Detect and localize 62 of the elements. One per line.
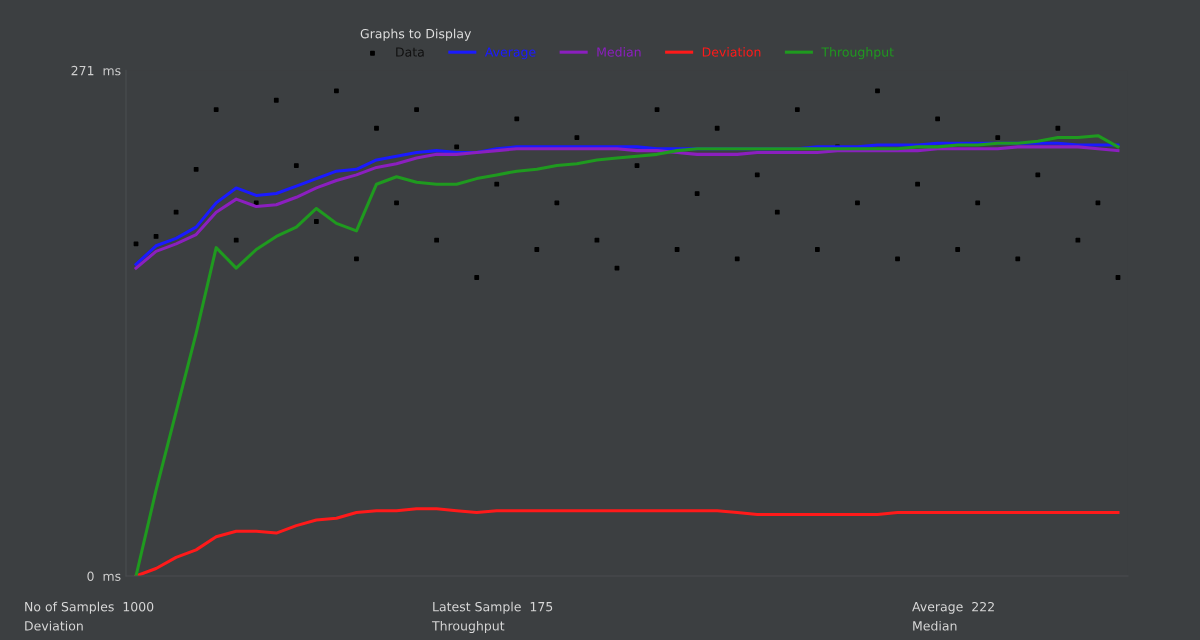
point — [634, 163, 640, 168]
point — [273, 97, 279, 103]
point — [614, 265, 620, 271]
point — [173, 209, 179, 215]
point — [374, 125, 379, 131]
point — [855, 200, 860, 206]
text: Average 222 — [912, 601, 994, 614]
point — [313, 219, 319, 224]
point — [494, 181, 500, 187]
point — [594, 237, 600, 243]
point — [554, 200, 560, 206]
point — [574, 135, 580, 140]
point — [794, 107, 800, 112]
legend-label: Median — [597, 47, 641, 57]
point — [534, 247, 540, 252]
point — [293, 163, 299, 168]
point — [514, 116, 520, 122]
point — [774, 209, 780, 215]
point — [814, 247, 820, 252]
point — [253, 200, 259, 206]
point — [193, 166, 199, 172]
point — [955, 247, 961, 252]
point — [875, 88, 880, 94]
point — [474, 275, 480, 280]
y-tick-label: 0 ms — [87, 571, 121, 581]
point — [1035, 172, 1041, 178]
text: No of Samples 1000 — [25, 601, 154, 614]
point — [654, 107, 660, 112]
point — [354, 256, 359, 262]
text: Throughput — [431, 620, 505, 633]
legend-label: Throughput — [821, 47, 894, 60]
text: Median — [913, 620, 957, 631]
legend-label: Average — [484, 47, 536, 60]
legend-title: Graphs to Display — [360, 28, 472, 41]
line-series — [134, 134, 1120, 576]
text: Latest Sample 175 — [433, 601, 553, 614]
point — [1095, 200, 1101, 206]
point — [734, 256, 740, 262]
point — [915, 181, 920, 187]
point — [1115, 275, 1121, 280]
point — [434, 237, 440, 243]
legend-label: Deviation — [702, 47, 761, 57]
point — [153, 234, 159, 239]
point — [754, 172, 760, 178]
point — [674, 247, 680, 252]
point — [233, 237, 239, 243]
text: Deviation — [25, 620, 83, 631]
point — [454, 144, 460, 150]
point — [213, 107, 219, 112]
point — [895, 256, 900, 262]
point — [1015, 256, 1021, 262]
point — [975, 200, 981, 206]
point — [414, 107, 419, 112]
point — [334, 88, 339, 94]
point — [1055, 125, 1061, 131]
point — [394, 200, 399, 206]
point — [935, 116, 941, 122]
point — [694, 191, 700, 196]
point — [714, 125, 720, 131]
point — [995, 135, 1001, 140]
point — [1075, 237, 1081, 243]
y-tick-label: 271 ms — [71, 65, 121, 76]
